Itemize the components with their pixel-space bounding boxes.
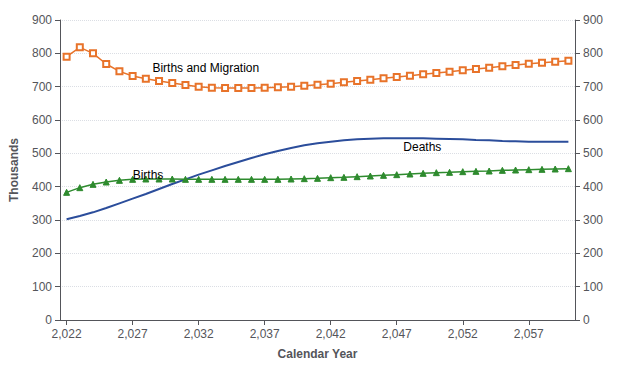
svg-text:200: 200 xyxy=(583,246,603,260)
svg-text:900: 900 xyxy=(32,13,52,27)
svg-text:2,047: 2,047 xyxy=(382,327,412,341)
svg-text:700: 700 xyxy=(583,80,603,94)
svg-text:100: 100 xyxy=(32,280,52,294)
svg-text:Births: Births xyxy=(133,168,164,182)
svg-text:600: 600 xyxy=(32,113,52,127)
svg-text:2,032: 2,032 xyxy=(184,327,214,341)
svg-text:Thousands: Thousands xyxy=(7,138,21,202)
svg-text:2,022: 2,022 xyxy=(52,327,82,341)
svg-text:400: 400 xyxy=(32,180,52,194)
svg-text:500: 500 xyxy=(583,146,603,160)
svg-text:900: 900 xyxy=(583,13,603,27)
svg-text:2,037: 2,037 xyxy=(250,327,280,341)
svg-text:400: 400 xyxy=(583,180,603,194)
svg-text:800: 800 xyxy=(583,46,603,60)
svg-text:300: 300 xyxy=(583,213,603,227)
svg-text:Calendar Year: Calendar Year xyxy=(278,347,358,361)
svg-text:200: 200 xyxy=(32,246,52,260)
svg-text:500: 500 xyxy=(32,146,52,160)
svg-text:0: 0 xyxy=(583,313,590,327)
svg-text:100: 100 xyxy=(583,280,603,294)
svg-text:700: 700 xyxy=(32,80,52,94)
svg-text:Births and Migration: Births and Migration xyxy=(152,61,259,75)
svg-text:2,052: 2,052 xyxy=(448,327,478,341)
svg-text:2,057: 2,057 xyxy=(514,327,544,341)
svg-text:300: 300 xyxy=(32,213,52,227)
svg-text:2,027: 2,027 xyxy=(118,327,148,341)
svg-text:800: 800 xyxy=(32,46,52,60)
svg-text:Deaths: Deaths xyxy=(403,140,441,154)
svg-text:600: 600 xyxy=(583,113,603,127)
svg-text:2,042: 2,042 xyxy=(316,327,346,341)
svg-text:0: 0 xyxy=(45,313,52,327)
